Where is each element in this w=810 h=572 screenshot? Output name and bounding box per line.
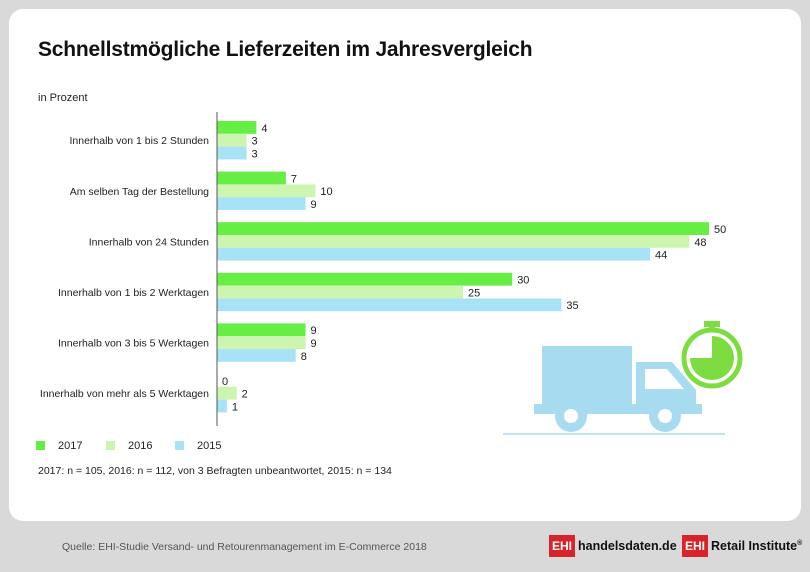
data-label-2015: 1 bbox=[232, 401, 238, 413]
category-label: Innerhalb von 3 bis 5 Werktagen bbox=[58, 338, 209, 350]
data-label-2016: 25 bbox=[468, 287, 480, 299]
sample-size-note: 2017: n = 105, 2016: n = 112, von 3 Befr… bbox=[38, 465, 392, 477]
data-label-2016: 9 bbox=[311, 338, 317, 350]
chart-card bbox=[9, 9, 801, 521]
data-label-2016: 10 bbox=[320, 186, 332, 198]
bar-2016 bbox=[217, 133, 247, 147]
bar-2017 bbox=[217, 272, 513, 286]
legend-swatch-2017 bbox=[36, 441, 45, 450]
legend-item-2016: 2016 bbox=[106, 440, 152, 452]
bar-2017 bbox=[217, 222, 709, 235]
bar-2015 bbox=[217, 298, 562, 312]
bar-2015 bbox=[217, 197, 306, 210]
bar-2015 bbox=[217, 399, 227, 413]
category-label: Innerhalb von mehr als 5 Werktagen bbox=[40, 388, 209, 400]
category-label: Innerhalb von 24 Stunden bbox=[89, 236, 209, 248]
retail-institute-logo-text: Retail Institute® bbox=[711, 539, 803, 553]
bar-2016 bbox=[217, 336, 306, 349]
bar-2015 bbox=[217, 146, 247, 160]
chart-subtitle: in Prozent bbox=[38, 92, 88, 104]
bar-2016 bbox=[217, 235, 690, 248]
data-label-2016: 3 bbox=[252, 136, 258, 148]
retail-institute-logo[interactable]: EHI Retail Institute® bbox=[682, 534, 802, 558]
category-label: Innerhalb von 1 bis 2 Werktagen bbox=[58, 287, 209, 299]
handelsdaten-logo-box: EHI bbox=[549, 535, 576, 557]
handelsdaten-logo[interactable]: EHI handelsdaten.de bbox=[549, 534, 677, 558]
data-label-2017: 0 bbox=[222, 376, 228, 388]
data-label-2015: 9 bbox=[311, 199, 317, 211]
retail-institute-logo-box: EHI bbox=[682, 535, 709, 557]
data-label-2017: 4 bbox=[261, 123, 267, 135]
handelsdaten-logo-text: handelsdaten.de bbox=[578, 539, 677, 553]
bar-2017 bbox=[217, 121, 257, 134]
data-label-2015: 44 bbox=[655, 250, 667, 262]
legend-swatch-2016 bbox=[106, 441, 115, 450]
category-label: Innerhalb von 1 bis 2 Stunden bbox=[69, 135, 209, 147]
delivery-truck-icon bbox=[503, 346, 725, 435]
bar-2016 bbox=[217, 285, 463, 299]
bar-2017 bbox=[217, 171, 286, 185]
bar-2017 bbox=[217, 323, 306, 337]
data-label-2017: 7 bbox=[291, 173, 297, 185]
bar-2015 bbox=[217, 247, 650, 261]
data-label-2016: 48 bbox=[694, 237, 706, 249]
data-label-2015: 35 bbox=[566, 300, 578, 312]
bar-2016 bbox=[217, 386, 237, 400]
source-note: Quelle: EHI-Studie Versand- und Retouren… bbox=[62, 541, 427, 553]
data-label-2015: 3 bbox=[252, 148, 258, 160]
bar-2016 bbox=[217, 184, 316, 198]
bar-2015 bbox=[217, 349, 296, 362]
data-label-2017: 9 bbox=[311, 325, 317, 337]
category-label: Am selben Tag der Bestellung bbox=[70, 186, 209, 198]
chart-title: Schnellstmögliche Lieferzeiten im Jahres… bbox=[38, 38, 533, 61]
legend-swatch-2015 bbox=[175, 441, 184, 450]
data-label-2017: 50 bbox=[714, 224, 726, 236]
data-label-2015: 8 bbox=[301, 351, 307, 363]
legend-item-2017: 2017 bbox=[36, 440, 82, 452]
legend-item-2015: 2015 bbox=[175, 440, 221, 452]
stopwatch-icon bbox=[681, 321, 743, 389]
data-label-2016: 2 bbox=[242, 389, 248, 401]
data-label-2017: 30 bbox=[517, 275, 529, 287]
